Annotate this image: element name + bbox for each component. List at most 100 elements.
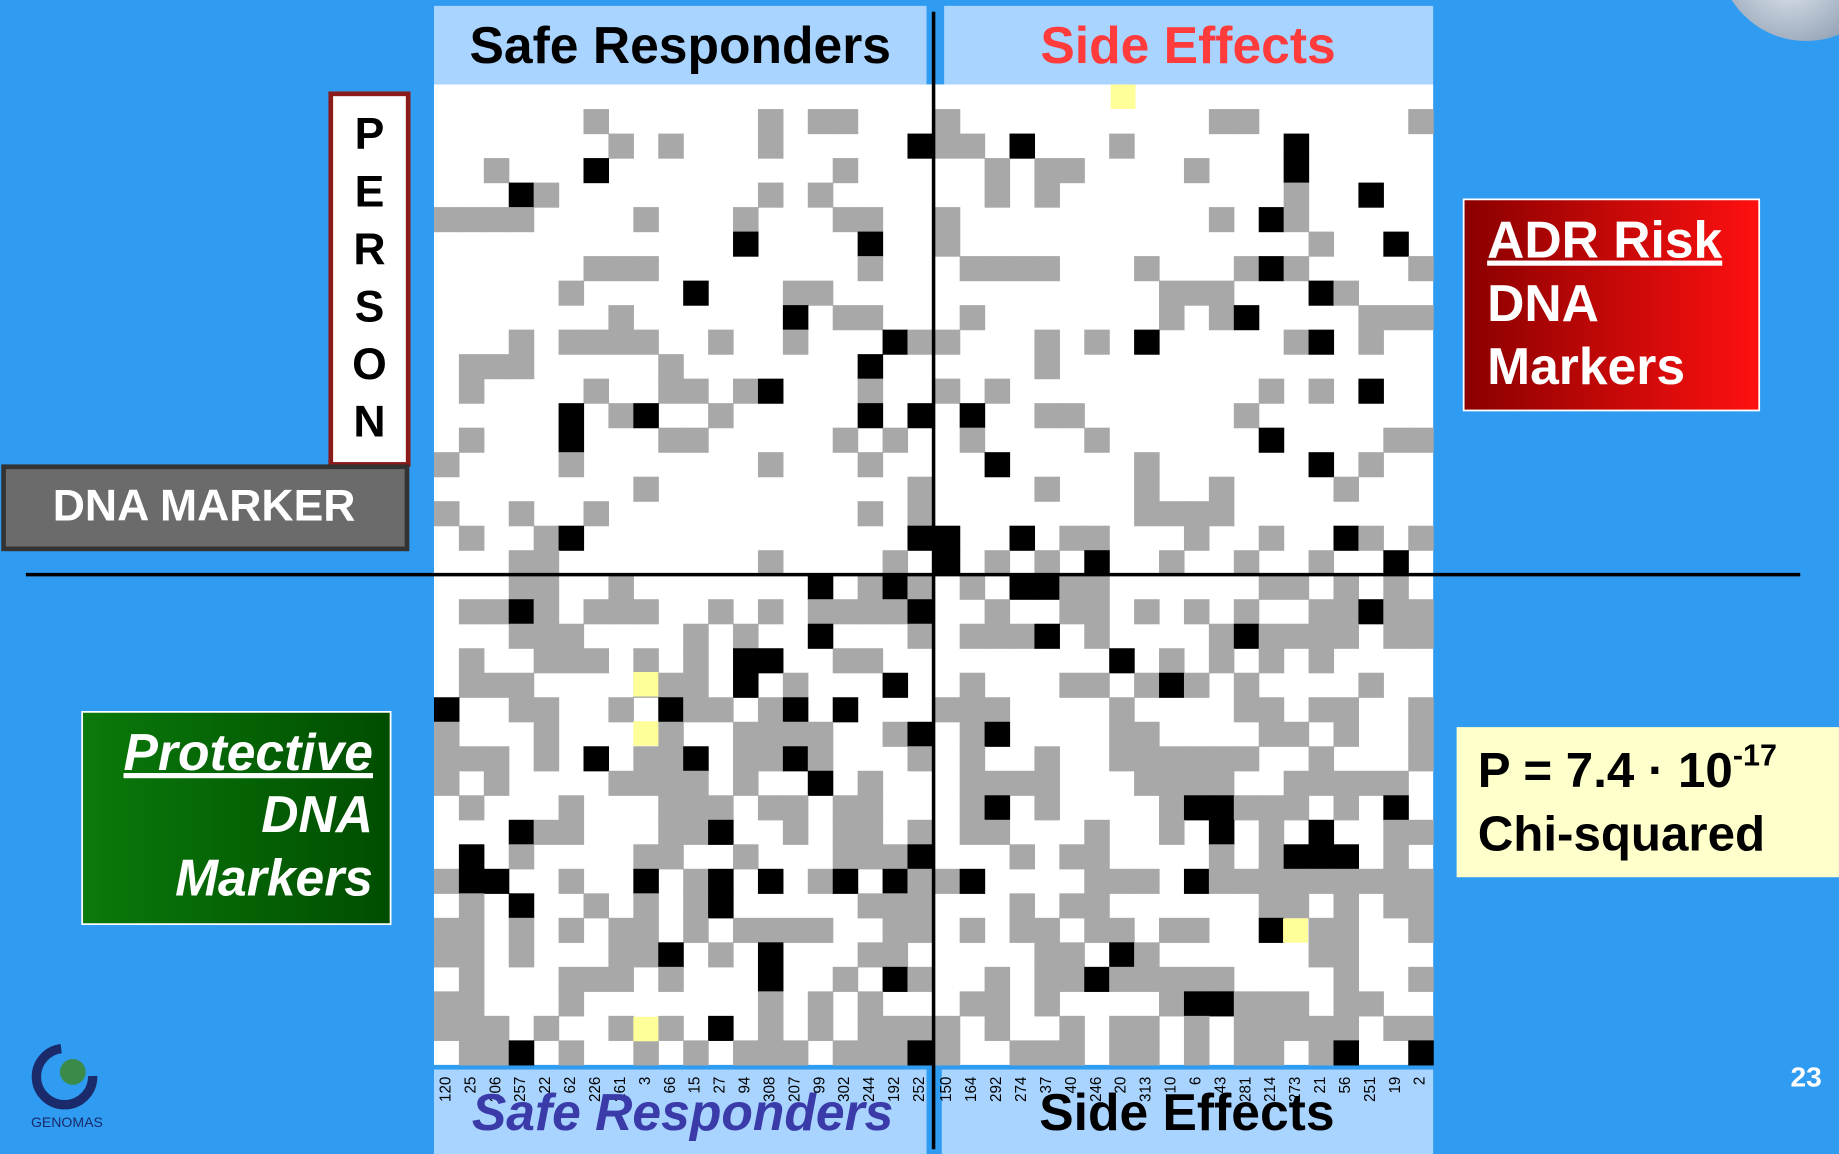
genotype-cell xyxy=(934,231,961,257)
genotype-cell xyxy=(1059,1040,1085,1066)
genotype-cell xyxy=(508,917,535,943)
genotype-cell xyxy=(959,574,986,600)
genotype-cell xyxy=(882,893,909,919)
genotype-cell xyxy=(857,305,884,331)
genotype-cell xyxy=(458,991,485,1017)
genotype-cell xyxy=(1009,893,1036,919)
genotype-cell xyxy=(1208,795,1235,821)
genotype-cell xyxy=(683,795,709,821)
genotype-cell xyxy=(832,427,859,453)
genotype-cell xyxy=(832,697,859,723)
genotype-cell xyxy=(882,844,909,870)
genotype-cell xyxy=(633,844,659,870)
genotype-cell xyxy=(1059,525,1085,551)
column-label: 226 xyxy=(587,1077,604,1102)
genotype-cell xyxy=(807,746,834,772)
genotype-cell xyxy=(458,207,485,233)
genotype-cell xyxy=(1183,966,1210,992)
genotype-cell xyxy=(1383,574,1409,600)
genotype-cell xyxy=(583,501,610,527)
genotype-cell xyxy=(1034,770,1060,796)
genotype-cell xyxy=(733,844,759,870)
genotype-cell xyxy=(1208,305,1235,331)
genotype-cell xyxy=(1233,795,1260,821)
genotype-cell xyxy=(658,795,684,821)
genotype-cell xyxy=(583,893,610,919)
genotype-cell xyxy=(558,795,585,821)
genotype-cell xyxy=(857,501,884,527)
genotype-cell xyxy=(1408,427,1434,453)
genotype-cell xyxy=(1333,525,1359,551)
genotype-cell xyxy=(633,207,659,233)
column-label: 6 xyxy=(1187,1077,1204,1085)
genotype-cell xyxy=(959,256,986,282)
genotype-cell xyxy=(1233,746,1260,772)
genotype-cell xyxy=(807,868,834,894)
genotype-cell xyxy=(1333,893,1359,919)
genotype-cell xyxy=(483,354,510,380)
header-left-band xyxy=(433,5,927,85)
genotype-cell xyxy=(907,525,933,551)
genotype-cell xyxy=(1009,133,1036,159)
person-letter: N xyxy=(353,397,385,446)
genotype-cell xyxy=(633,917,659,943)
column-label: 2 xyxy=(1412,1077,1429,1085)
column-label: 274 xyxy=(1013,1076,1030,1102)
genotype-cell xyxy=(1358,868,1384,894)
genotype-cell xyxy=(558,868,585,894)
genotype-cell xyxy=(508,623,535,649)
genotype-cell xyxy=(1258,893,1285,919)
genotype-cell xyxy=(508,329,535,355)
genotype-cell xyxy=(857,942,884,968)
genotype-cell xyxy=(1258,721,1285,747)
genotype-cell xyxy=(857,819,884,845)
genotype-cell xyxy=(1408,917,1434,943)
genotype-cell xyxy=(1283,795,1310,821)
genotype-cell xyxy=(1233,672,1260,698)
genotype-cell xyxy=(1109,697,1135,723)
genotype-cell xyxy=(658,1015,684,1041)
genotype-cell xyxy=(608,966,634,992)
genotype-cell-highlight xyxy=(633,1016,659,1042)
genotype-cell xyxy=(959,133,986,159)
genotype-cell xyxy=(907,501,933,527)
genotype-cell xyxy=(658,942,684,968)
genotype-cell xyxy=(757,648,784,674)
genotype-cell xyxy=(1358,329,1384,355)
adr-line: Markers xyxy=(1487,337,1685,395)
genotype-cell xyxy=(558,819,585,845)
genotype-cell xyxy=(683,868,709,894)
genotype-cell xyxy=(1383,599,1409,625)
genotype-cell xyxy=(807,623,834,649)
genotype-cell xyxy=(984,158,1011,184)
genotype-cell xyxy=(683,648,709,674)
genotype-cell xyxy=(1159,280,1185,306)
genotype-cell xyxy=(757,133,784,159)
genotype-cell xyxy=(583,158,610,184)
genotype-cell xyxy=(558,1040,585,1066)
genotype-cell xyxy=(433,721,460,747)
genotype-cell xyxy=(633,770,659,796)
genotype-cell xyxy=(1084,574,1110,600)
genotype-cell xyxy=(807,280,834,306)
genotype-cell xyxy=(433,452,460,478)
genotype-cell xyxy=(1258,623,1285,649)
genotype-cell xyxy=(984,770,1011,796)
genotype-cell xyxy=(1308,917,1335,943)
genotype-cell xyxy=(458,427,485,453)
genotype-cell xyxy=(433,746,460,772)
genotype-cell xyxy=(633,893,659,919)
genotype-cell xyxy=(1308,1040,1335,1066)
genotype-cell xyxy=(934,1015,961,1041)
genotype-cell xyxy=(1059,599,1085,625)
column-label: 40 xyxy=(1063,1077,1080,1094)
genotype-cell xyxy=(1109,966,1135,992)
genotype-cell xyxy=(1109,1040,1135,1066)
person-letter: R xyxy=(353,225,385,274)
genotype-cell xyxy=(1208,623,1235,649)
dna-marker-label: DNA MARKER xyxy=(53,482,356,531)
genotype-cell xyxy=(959,868,986,894)
genotype-cell xyxy=(984,966,1011,992)
genotype-cell xyxy=(633,599,659,625)
genotype-cell xyxy=(907,966,933,992)
